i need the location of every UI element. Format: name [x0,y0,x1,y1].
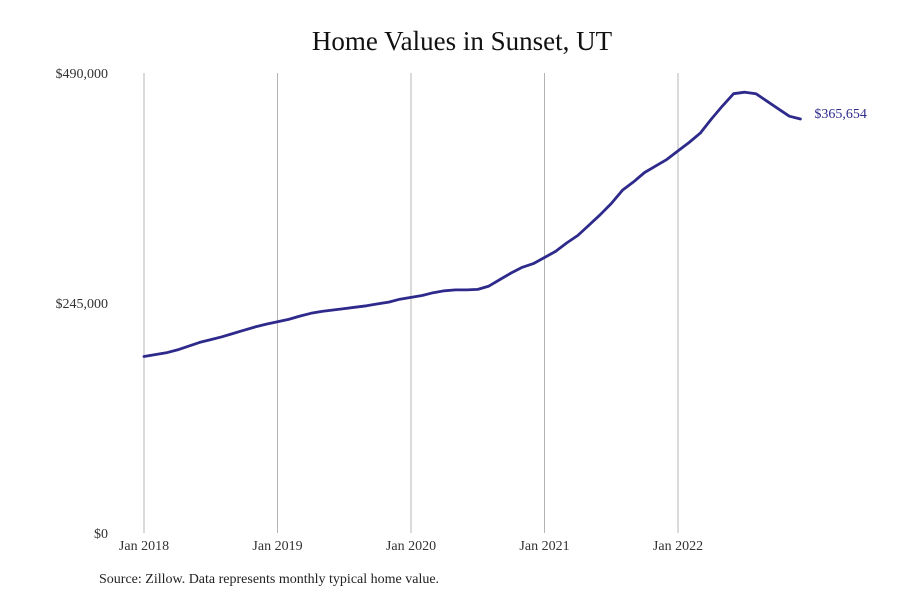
y-axis-ticks: $0 $245,000 $490,000 [56,67,109,542]
source-note: Source: Zillow. Data represents monthly … [99,572,440,587]
y-tick-label: $245,000 [56,297,109,312]
series-layer [142,90,802,358]
y-tick-label: $0 [94,527,108,542]
x-tick-label: Jan 2019 [252,539,302,554]
x-tick-label: Jan 2022 [653,539,703,554]
x-tick-label: Jan 2020 [386,539,436,554]
series-line [142,90,802,358]
x-tick-label: Jan 2021 [519,539,569,554]
annotation-layer: $365,654 [814,107,867,122]
end-value-label: $365,654 [814,107,867,122]
x-axis-ticks: Jan 2018 Jan 2019 Jan 2020 Jan 2021 Jan 2022 [119,539,703,554]
x-tick-label: Jan 2018 [119,539,169,554]
gridlines [143,73,679,533]
y-tick-label: $490,000 [56,67,109,82]
chart-title: Home Values in Sunset, UT [311,26,613,56]
